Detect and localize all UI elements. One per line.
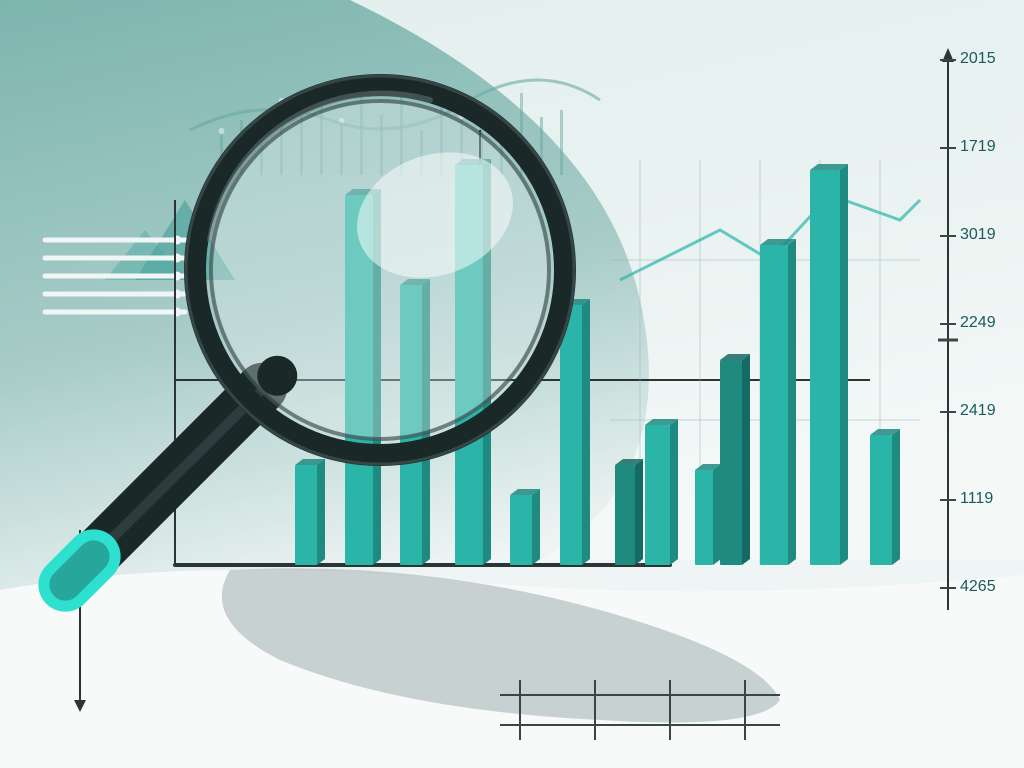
background-svg — [0, 0, 1024, 768]
y-axis-label: 2419 — [960, 402, 996, 420]
y-axis-label: 2015 — [960, 50, 996, 68]
y-axis-label: 2249 — [960, 314, 996, 332]
infographic-canvas: 2015 1719 3019 2249 2419 1119 4265 — [0, 0, 1024, 768]
y-axis-label: 1119 — [960, 490, 993, 508]
y-axis-label: 3019 — [960, 226, 996, 244]
y-axis-label: 1719 — [960, 138, 996, 156]
y-axis-label: 4265 — [960, 578, 996, 596]
